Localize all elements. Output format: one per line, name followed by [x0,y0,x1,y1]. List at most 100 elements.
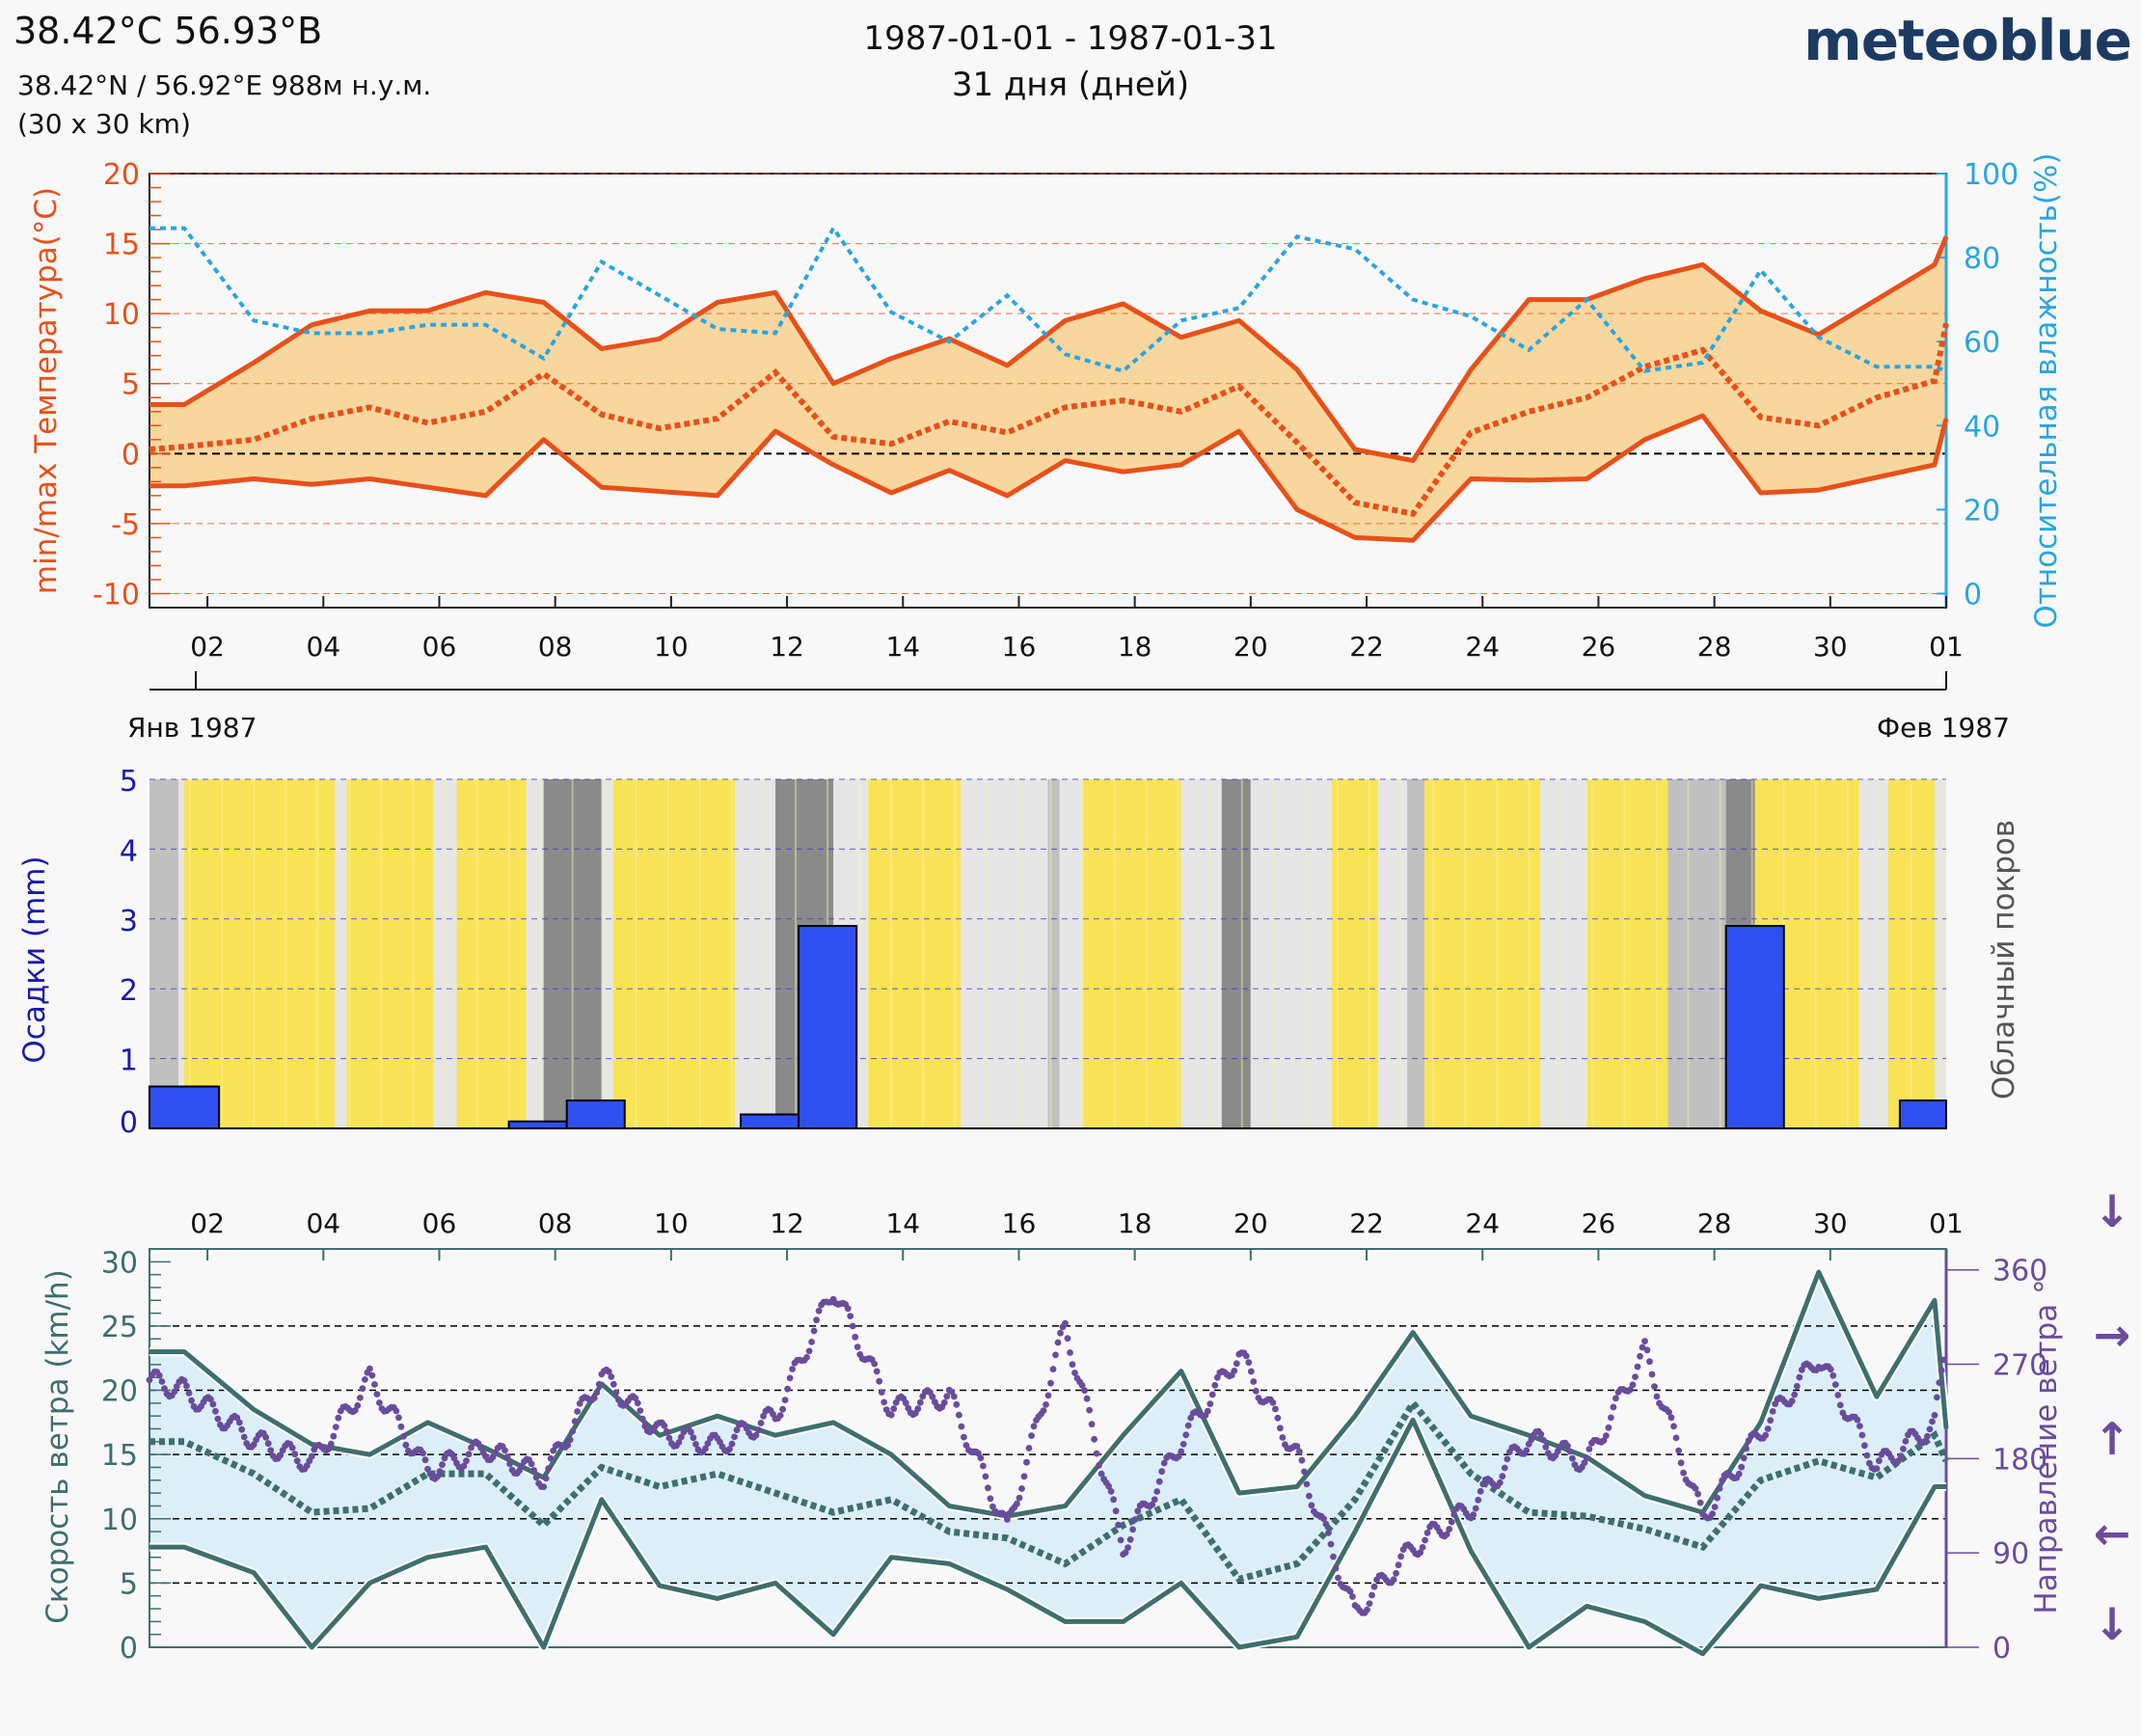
x-tick-label: 04 [306,1207,340,1239]
cloud-cover-strip [1934,779,1946,1128]
wind-direction-point [1419,1544,1426,1551]
precipitation-bar [798,925,858,1129]
wind-direction-point [569,1427,577,1435]
wind-direction-point [235,1419,243,1426]
min-temperature-line [149,413,1949,543]
wind-direction-point [1052,1351,1059,1359]
wind-direction-point [1745,1437,1752,1445]
location-coordinates: 38.42°N / 56.92°E 988м н.у.м. [17,69,432,101]
wind-direction-point [545,1465,553,1472]
wind-direction-point [1422,1536,1428,1544]
date-range: 1987-01-01 - 1987-01-31 [863,19,1278,58]
wind-direction-point [985,1484,991,1492]
x-tick-label: 10 [654,631,689,663]
wind-direction-point [1125,1544,1131,1551]
wind-direction-point [1155,1478,1163,1485]
wind-direction-point [1293,1443,1301,1450]
temperature-tick-label: 0 [122,438,140,472]
wind-direction-point [902,1399,909,1407]
wind-direction-point [1233,1360,1240,1368]
wind-direction-point [1369,1591,1375,1599]
temperature-tick-label: 15 [103,229,140,262]
wind-direction-point [1680,1469,1687,1477]
wind-tick-label: 25 [101,1311,138,1344]
wind-direction-point [849,1322,856,1330]
cloud-cover-strip [1082,779,1181,1128]
wind-direction-point [1613,1395,1619,1402]
temperature-tick-label: 20 [103,158,140,192]
wind-direction-point [1014,1500,1020,1507]
wind-direction-point [1231,1368,1238,1374]
cloud-cover-axis-title: Облачный покров [1987,820,2021,1099]
wind-direction-point [1648,1370,1656,1378]
wind-direction-point [1182,1431,1190,1439]
cloud-cover-strip [178,779,185,1128]
wind-direction-point [1861,1442,1868,1450]
wind-direction-point [171,1388,178,1396]
wind-direction-point [1250,1378,1258,1385]
wind-direction-point [1632,1373,1639,1380]
x-tick-label: 01 [1929,631,1964,663]
wind-direction-point [637,1407,644,1414]
cloud-cover-strip [1378,779,1408,1128]
wind-direction-point [1653,1393,1661,1400]
wind-direction-point [1863,1451,1871,1459]
wind-direction-point [929,1393,936,1400]
meteoblue-logo[interactable]: meteoblue [1803,8,2132,73]
direction-tick-label: 270 [1992,1349,2047,1383]
temperature-tick-label: 5 [122,368,140,402]
wind-direction-point [1769,1408,1776,1415]
wind-direction-point [1924,1432,1931,1440]
wind-direction-point [1308,1502,1315,1509]
wind-direction-point [1921,1438,1929,1445]
wind-direction-point [161,1385,168,1392]
precipitation-panel: 5 4 3 2 1 0 Осадки (mm) Облачный покров [17,765,2021,1140]
wind-direction-point [1443,1531,1450,1538]
direction-tick-label: 360 [1992,1255,2047,1288]
wind-direction-point [914,1405,922,1413]
cloud-cover-strip [1887,779,1935,1128]
temperature-tick-label: -10 [93,578,140,611]
cloud-cover-strip [1667,779,1726,1128]
wind-direction-point [678,1433,685,1441]
wind-direction-point [1694,1490,1701,1498]
wind-direction-point [1242,1352,1250,1360]
x-tick-label: 22 [1349,631,1384,663]
x-tick-label: 18 [1118,631,1152,663]
mean-temperature-line [149,322,1949,518]
wind-direction-point [436,1468,444,1475]
direction-tick-label: 90 [1992,1537,2029,1571]
x-tick-label: 08 [538,1207,573,1239]
wind-direction-point [1876,1457,1883,1465]
wind-direction-point [1096,1461,1102,1469]
wind-direction-arrow-icon: ← [2094,1507,2131,1560]
wind-speed-axis-title: Скорость ветра (km/h) [41,1269,75,1624]
wind-direction-point [1062,1319,1069,1327]
wind-direction-point [1208,1391,1216,1398]
wind-direction-point [1854,1416,1861,1424]
wind-direction-point [977,1454,985,1462]
wind-direction-point [1298,1456,1306,1464]
wind-direction-point [1666,1408,1672,1416]
wind-direction-point [704,1440,712,1447]
wind-direction-point [424,1465,431,1473]
wind-direction-point [1069,1361,1076,1369]
wind-direction-point [1940,1356,1947,1364]
cloud-cover-strip [1586,779,1668,1128]
wind-direction-point [1762,1431,1770,1439]
wind-direction-point [1639,1343,1646,1351]
cloud-cover-strip [346,779,434,1128]
cloud-cover-strip [1858,779,1888,1128]
wind-direction-point [665,1434,673,1442]
wind-direction-point [779,1405,786,1413]
wind-direction-point [1322,1520,1330,1528]
wind-direction-point [803,1354,810,1361]
wind-direction-point [781,1397,789,1403]
wind-direction-point [847,1313,854,1319]
wind-direction-point [605,1368,612,1375]
precipitation-tick-label: 4 [120,834,138,868]
wind-direction-point [1160,1459,1168,1467]
wind-direction-point [1040,1407,1047,1414]
cloud-cover-strip [1424,779,1541,1128]
wind-direction-point [238,1425,246,1433]
